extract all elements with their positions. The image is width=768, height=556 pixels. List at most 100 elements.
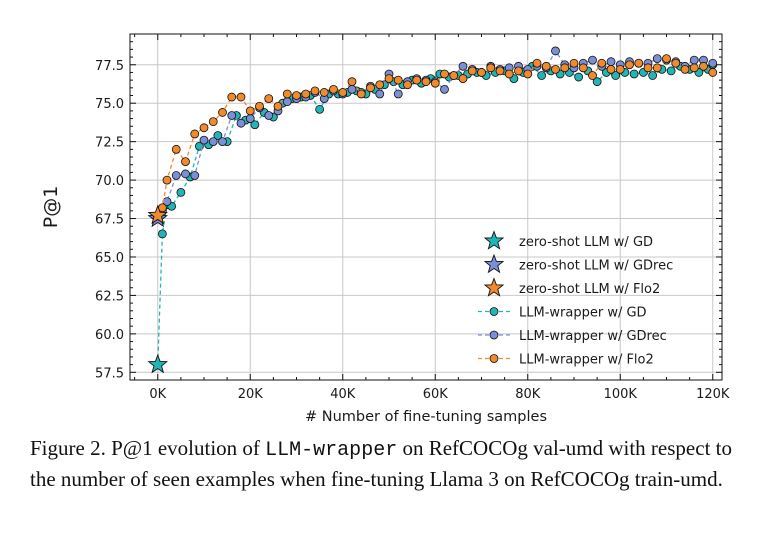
data-point-flo2 bbox=[477, 68, 486, 77]
legend-marker-wrapper-flo2 bbox=[489, 354, 499, 363]
data-point-gd bbox=[157, 229, 167, 239]
x-tick-label: 120K bbox=[696, 387, 730, 402]
data-point-flo2 bbox=[532, 58, 542, 68]
data-point-gdrec bbox=[347, 84, 357, 94]
data-point-flo2 bbox=[643, 63, 653, 73]
legend-label-wrapper-flo2: LLM-wrapper w/ Flo2 bbox=[519, 353, 654, 368]
data-point-flo2 bbox=[366, 83, 375, 93]
data-point-gdrec bbox=[227, 111, 237, 120]
legend-marker-wrapper-gd bbox=[489, 307, 499, 316]
data-point-flo2 bbox=[282, 89, 292, 99]
data-point-flo2 bbox=[430, 78, 440, 88]
data-point-gdrec bbox=[171, 171, 181, 180]
data-point-flo2 bbox=[486, 63, 496, 73]
data-point-flo2 bbox=[578, 63, 588, 73]
data-point-flo2 bbox=[671, 58, 681, 68]
data-point-gdrec bbox=[218, 137, 227, 147]
data-point-flo2 bbox=[162, 175, 172, 185]
legend-marker-wrapper-gdrec bbox=[489, 330, 499, 340]
data-point-flo2 bbox=[356, 89, 366, 99]
legend-label-zero-shot-gd: zero-shot LLM w/ GD bbox=[519, 235, 653, 250]
axis-ticks: 0K 20K 40K 60K 80K 100K 120K 57.5 60.0 62.5 65.0 67… bbox=[95, 34, 730, 402]
zero-shot-star-gd bbox=[147, 353, 169, 374]
x-axis-label: # Number of fine-tuning samples bbox=[305, 409, 547, 425]
data-point-gdrec bbox=[282, 97, 292, 107]
series-flo2 bbox=[153, 54, 718, 220]
data-series bbox=[153, 46, 718, 370]
data-point-gdrec bbox=[588, 55, 597, 65]
legend-label-zero-shot-gdrec: zero-shot LLM w/ GDrec bbox=[519, 259, 673, 274]
caption-code: LLM-wrapper bbox=[265, 439, 398, 462]
y-tick-label: 65.0 bbox=[95, 251, 124, 266]
data-point-flo2 bbox=[652, 63, 662, 73]
data-point-flo2 bbox=[403, 80, 412, 90]
data-point-gd bbox=[176, 187, 186, 197]
data-point-gd bbox=[250, 120, 260, 130]
data-point-gdrec bbox=[190, 171, 200, 180]
x-tick-label: 80K bbox=[515, 387, 541, 402]
data-point-flo2 bbox=[523, 69, 533, 79]
data-point-flo2 bbox=[680, 64, 690, 74]
data-point-flo2 bbox=[384, 74, 394, 83]
data-point-gdrec bbox=[652, 54, 662, 63]
data-point-flo2 bbox=[171, 144, 181, 154]
data-point-flo2 bbox=[412, 75, 422, 85]
data-point-flo2 bbox=[273, 101, 283, 111]
data-point-flo2 bbox=[514, 66, 523, 76]
legend-star-zero-shot-gd bbox=[483, 230, 505, 250]
data-point-gd bbox=[574, 72, 584, 82]
data-point-flo2 bbox=[541, 61, 551, 71]
data-point-flo2 bbox=[708, 68, 718, 77]
x-tick-label: 40K bbox=[330, 387, 356, 402]
data-point-flo2 bbox=[662, 54, 671, 63]
legend-star-zero-shot-flo2 bbox=[483, 277, 505, 297]
data-point-flo2 bbox=[551, 64, 560, 74]
data-point-flo2 bbox=[245, 106, 255, 116]
y-tick-label: 75.0 bbox=[95, 97, 124, 112]
data-point-flo2 bbox=[319, 88, 329, 97]
y-tick-label: 67.5 bbox=[95, 213, 124, 228]
data-point-flo2 bbox=[347, 77, 357, 87]
data-point-flo2 bbox=[292, 91, 301, 100]
zero-shot-star-flo2 bbox=[147, 204, 169, 225]
grid-lines bbox=[130, 34, 722, 380]
y-tick-label: 77.5 bbox=[95, 59, 124, 74]
zero-shot-markers bbox=[147, 204, 169, 374]
data-point-gd bbox=[648, 71, 658, 80]
legend-label-wrapper-gd: LLM-wrapper w/ GD bbox=[519, 306, 647, 321]
data-point-flo2 bbox=[699, 61, 708, 71]
data-point-gdrec bbox=[708, 58, 718, 68]
data-point-flo2 bbox=[495, 66, 505, 76]
legend-label-zero-shot-flo2: zero-shot LLM w/ Flo2 bbox=[519, 282, 660, 297]
data-point-flo2 bbox=[560, 63, 570, 73]
y-tick-label: 57.5 bbox=[95, 366, 124, 381]
data-point-flo2 bbox=[338, 88, 348, 97]
data-point-flo2 bbox=[199, 123, 209, 133]
data-point-gd bbox=[537, 71, 547, 80]
x-tick-label: 20K bbox=[238, 387, 264, 402]
data-point-flo2 bbox=[190, 129, 200, 139]
data-point-gd bbox=[213, 131, 223, 140]
data-point-flo2 bbox=[375, 80, 385, 90]
data-point-gdrec bbox=[689, 55, 699, 65]
data-point-gdrec bbox=[199, 135, 209, 145]
data-point-gdrec bbox=[440, 84, 449, 94]
data-point-flo2 bbox=[421, 77, 431, 87]
y-tick-label: 60.0 bbox=[95, 328, 124, 343]
data-point-flo2 bbox=[310, 86, 320, 96]
data-point-flo2 bbox=[689, 63, 699, 73]
data-point-gd bbox=[629, 69, 639, 79]
data-point-flo2 bbox=[588, 71, 597, 80]
data-point-flo2 bbox=[504, 69, 514, 79]
data-point-gd bbox=[611, 71, 621, 80]
legend: zero-shot LLM w/ GD zero-shot LLM w/ GDre… bbox=[478, 230, 673, 368]
data-point-flo2 bbox=[218, 108, 227, 117]
y-tick-label: 62.5 bbox=[95, 289, 124, 304]
y-axis-label: P@1 bbox=[40, 186, 62, 229]
x-tick-label: 100K bbox=[604, 387, 638, 402]
data-point-flo2 bbox=[393, 75, 403, 85]
x-tick-label: 60K bbox=[423, 387, 449, 402]
legend-star-zero-shot-gdrec bbox=[483, 253, 505, 274]
data-point-flo2 bbox=[440, 69, 449, 79]
data-point-flo2 bbox=[458, 74, 468, 83]
